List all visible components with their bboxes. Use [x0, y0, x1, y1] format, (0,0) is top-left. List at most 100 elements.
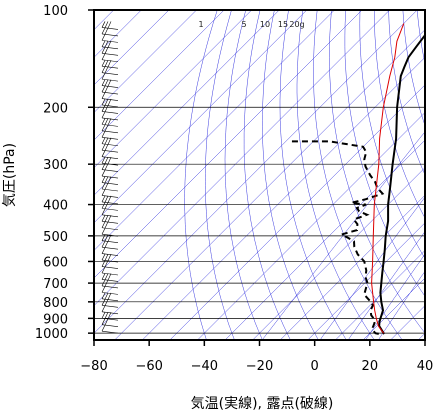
dry-adiabat: [243, 10, 291, 340]
wind-barb-feather: [104, 241, 109, 248]
wind-barb-feather: [104, 157, 109, 164]
wind-barb-staff: [101, 233, 119, 237]
dry-adiabat: [374, 10, 425, 219]
wind-barb-feather: [101, 305, 106, 312]
wind-barb: [101, 215, 119, 224]
wind-barb-feather: [104, 273, 109, 280]
dry-adiabat: [431, 10, 435, 340]
wind-barb: [101, 266, 119, 276]
wind-barb: [101, 221, 119, 231]
wind-barb: [101, 157, 119, 166]
wind-barb-feather: [101, 53, 106, 60]
wind-barb: [101, 195, 119, 205]
wind-barb: [101, 79, 119, 88]
wind-barb-feather: [104, 105, 109, 112]
wind-barb: [101, 247, 119, 256]
wind-barb-feather: [104, 279, 109, 287]
wind-barb: [101, 144, 119, 153]
wind-barb: [101, 137, 119, 147]
wind-barb-feather: [101, 189, 106, 196]
wind-barb-staff: [101, 227, 119, 231]
wind-barb: [101, 85, 119, 95]
x-tick-label: −20: [246, 359, 273, 374]
wind-barb: [101, 118, 119, 127]
wind-barbs: [101, 21, 119, 334]
wind-barb-feather: [101, 176, 106, 183]
wind-barb-staff: [101, 78, 119, 82]
y-tick-label: 1000: [35, 327, 68, 342]
wind-barb-feather: [101, 163, 106, 170]
wind-barb-staff: [101, 246, 119, 250]
wind-barb: [101, 47, 119, 56]
wind-barb-feather: [107, 273, 112, 281]
isotherm-line: [252, 167, 425, 340]
wind-barb-feather: [104, 312, 109, 319]
wind-barb-feather: [101, 98, 106, 106]
mixing-ratio-line: [378, 270, 425, 340]
wind-barb: [101, 253, 119, 263]
dewpoint-line: [291, 140, 385, 335]
wind-barb: [101, 131, 119, 140]
isotherm-line: [94, 10, 142, 58]
wind-barb: [101, 208, 119, 218]
wind-barb-staff: [101, 52, 119, 56]
wind-barb-feather: [101, 228, 106, 235]
wind-barb: [101, 21, 119, 30]
wind-barb-feather: [101, 286, 106, 293]
wind-barb-feather: [104, 260, 109, 268]
wind-barb-feather: [101, 195, 106, 203]
isotherm-line: [94, 10, 252, 169]
wind-barb-feather: [101, 234, 106, 241]
dry-adiabat: [279, 10, 347, 340]
wind-barb: [101, 182, 119, 192]
isotherm-line: [307, 222, 425, 340]
wind-barb-staff: [101, 317, 119, 321]
y-tick-label: 900: [43, 312, 68, 327]
x-tick-label: 0: [311, 359, 319, 374]
isotherm-line: [224, 139, 425, 340]
wind-barb-staff: [101, 111, 119, 114]
wind-barb: [101, 234, 119, 243]
wind-barb: [101, 260, 119, 269]
wind-barb-feather: [101, 266, 106, 274]
wind-barb-feather: [104, 215, 109, 222]
profile-series: [291, 23, 425, 335]
wind-barb-staff: [101, 182, 119, 185]
wind-barb: [101, 241, 119, 250]
wind-barb-feather: [104, 85, 109, 93]
wind-barb-feather: [101, 169, 106, 177]
wind-barb-feather: [101, 299, 106, 306]
wind-barb-feather: [104, 195, 109, 203]
y-tick-label: 700: [43, 277, 68, 292]
wind-barb-feather: [107, 98, 112, 106]
wind-barb: [101, 273, 119, 282]
wind-barb-staff: [101, 253, 119, 256]
wind-barb-feather: [107, 312, 112, 320]
wind-barb-staff: [101, 130, 119, 134]
wind-barb: [101, 169, 119, 179]
wind-barb: [101, 73, 119, 82]
wind-barb: [101, 305, 119, 315]
wind-barb-feather: [104, 21, 109, 28]
wind-barb-feather: [101, 318, 106, 325]
wind-barb-feather: [107, 292, 112, 300]
wind-barb-feather: [101, 79, 106, 86]
wind-barb-staff: [101, 208, 119, 211]
wind-barb-staff: [101, 188, 119, 192]
wind-barb-feather: [101, 215, 106, 222]
wind-barb-feather: [104, 202, 109, 209]
x-tick-label: 40: [417, 359, 434, 374]
x-axis-label: 気温(実線), 露点(破線): [191, 396, 334, 412]
wind-barb-feather: [107, 40, 112, 48]
wind-barb-feather: [101, 40, 106, 47]
background-grid: [94, 10, 435, 340]
wind-barb-feather: [107, 176, 112, 184]
x-tick-label: −60: [135, 359, 162, 374]
dry-adiabat: [388, 10, 425, 176]
wind-barb-staff: [101, 221, 119, 224]
wind-barb: [101, 312, 119, 321]
wind-barb: [101, 60, 119, 69]
isotherm-line: [197, 112, 425, 340]
wind-barb: [101, 34, 119, 43]
